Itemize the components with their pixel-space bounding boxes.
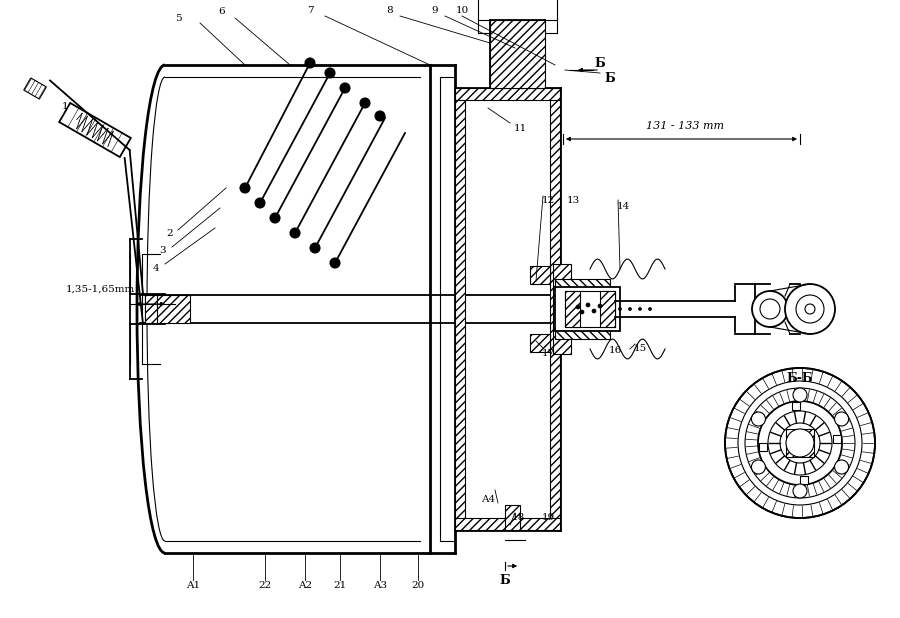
Text: 16: 16	[608, 345, 622, 355]
Text: 22: 22	[258, 582, 272, 591]
Circle shape	[255, 198, 265, 208]
Bar	[455, 518, 560, 530]
Bar	[565, 291, 615, 327]
Bar	[530, 334, 550, 352]
Text: 7: 7	[307, 6, 313, 14]
Bar	[550, 88, 560, 530]
Polygon shape	[59, 103, 130, 157]
Circle shape	[649, 308, 652, 310]
Text: 1: 1	[62, 101, 68, 111]
Circle shape	[786, 429, 814, 457]
Circle shape	[580, 310, 584, 314]
Circle shape	[752, 412, 765, 426]
Text: 10: 10	[455, 6, 469, 14]
Text: 131 - 133 mm: 131 - 133 mm	[646, 121, 724, 131]
Polygon shape	[23, 78, 46, 99]
Bar	[786, 429, 814, 457]
Bar	[455, 88, 560, 100]
Text: 11: 11	[513, 124, 526, 132]
Text: 15: 15	[634, 344, 646, 352]
Circle shape	[310, 243, 320, 253]
Circle shape	[738, 381, 862, 505]
Circle shape	[586, 303, 590, 307]
Circle shape	[638, 308, 642, 310]
Bar	[833, 435, 841, 443]
Circle shape	[240, 183, 250, 193]
Text: A1: A1	[186, 582, 200, 591]
Circle shape	[325, 68, 335, 78]
Text: 18: 18	[511, 514, 525, 522]
Bar	[145, 295, 190, 323]
Circle shape	[785, 284, 835, 334]
Circle shape	[725, 368, 875, 518]
Circle shape	[592, 309, 596, 313]
Circle shape	[752, 460, 765, 474]
Text: 20: 20	[411, 582, 425, 591]
Text: 4: 4	[153, 263, 159, 273]
Text: 5: 5	[175, 14, 181, 22]
Bar	[792, 402, 800, 410]
Text: Б: Б	[595, 56, 606, 69]
Text: 3: 3	[159, 245, 166, 255]
Circle shape	[330, 258, 340, 268]
Bar	[490, 20, 545, 88]
Circle shape	[760, 299, 780, 319]
Circle shape	[375, 111, 385, 121]
Text: A4: A4	[481, 496, 495, 504]
Text: 6: 6	[219, 7, 225, 15]
Text: 17: 17	[542, 349, 554, 357]
Circle shape	[270, 213, 280, 223]
Bar	[555, 287, 620, 331]
Bar	[530, 266, 550, 284]
Bar	[505, 505, 520, 530]
Circle shape	[768, 411, 832, 475]
Bar	[759, 443, 767, 451]
Circle shape	[805, 304, 815, 314]
Circle shape	[834, 460, 849, 474]
Bar	[565, 291, 580, 327]
Circle shape	[780, 423, 820, 463]
Text: 2: 2	[166, 229, 174, 237]
Text: 8: 8	[387, 6, 393, 14]
Bar	[555, 279, 610, 339]
Circle shape	[745, 388, 855, 498]
Circle shape	[834, 412, 849, 426]
Circle shape	[290, 228, 300, 238]
Circle shape	[793, 484, 807, 498]
Text: 19: 19	[542, 514, 554, 522]
Bar	[145, 295, 157, 323]
Circle shape	[576, 305, 580, 309]
Text: 1,35-1,65mm: 1,35-1,65mm	[66, 284, 135, 294]
Circle shape	[796, 295, 824, 323]
Circle shape	[598, 304, 602, 308]
Text: A2: A2	[298, 582, 312, 591]
Circle shape	[752, 291, 788, 327]
Circle shape	[793, 388, 807, 402]
Text: 9: 9	[432, 6, 438, 14]
Circle shape	[360, 98, 370, 108]
Bar	[600, 291, 615, 327]
Text: 14: 14	[616, 201, 630, 211]
Bar	[455, 88, 465, 530]
Text: 13: 13	[566, 195, 580, 205]
Circle shape	[758, 401, 842, 485]
Bar	[553, 264, 571, 354]
Text: 21: 21	[333, 582, 346, 591]
Bar	[800, 476, 808, 484]
Circle shape	[618, 308, 622, 310]
Circle shape	[305, 58, 315, 68]
Text: 12: 12	[542, 195, 554, 205]
Text: Б-Б: Б-Б	[787, 371, 814, 384]
Circle shape	[340, 83, 350, 93]
Text: A3: A3	[373, 582, 387, 591]
Text: Б: Б	[500, 574, 510, 586]
Text: Б: Б	[605, 72, 616, 85]
Circle shape	[628, 308, 632, 310]
